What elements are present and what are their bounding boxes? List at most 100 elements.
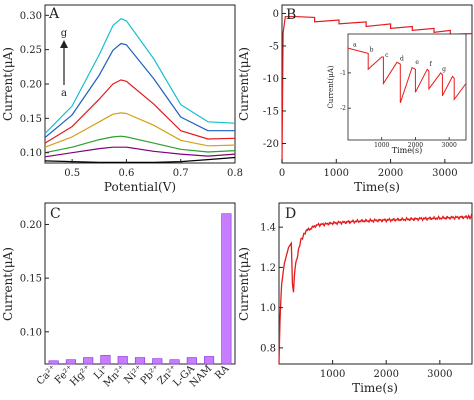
panel-a-xtick-label: 0.6 [118, 168, 134, 179]
panel-c-bar-1 [65, 359, 76, 365]
panel-c-ytick-label: 0.10 [20, 327, 42, 338]
panel-a-xtick-label: 0.8 [227, 168, 243, 179]
panel-a: 0.5 0.6 0.7 0.8 0.10 0.15 0.20 0.25 0.30 A g a P… [1, 4, 243, 194]
panel-c-ytick-label: 0.20 [20, 220, 42, 231]
panel-a-series-4 [44, 79, 236, 144]
panel-d-xlabel: Time(s) [352, 381, 398, 395]
panel-a-arrow-top-label: g [61, 28, 68, 39]
panel-b-ytick-label: -20 [263, 139, 279, 150]
panel-b-inset-plot [347, 47, 467, 104]
panel-b-inset-letter-f: f [429, 61, 432, 68]
panel-b-inset-ytick-label: -1 [340, 70, 346, 77]
panel-b-ticks: 0 1000 2000 3000 0 -5 -10 -15 -20 [263, 9, 458, 179]
panel-d-plot [278, 213, 473, 365]
panel-a-ytick-label: 0.30 [20, 11, 42, 22]
panel-d-ytick-label: 1.2 [260, 263, 276, 274]
panel-c-bar-0 [48, 360, 59, 365]
panel-b-letter: B [286, 7, 296, 23]
panel-b-inset-letter-d: d [400, 56, 404, 63]
panel-b-ytick-label: 0 [273, 9, 279, 20]
panel-a-arrowhead [60, 40, 68, 48]
panel-d-xtick-label: 1000 [320, 369, 345, 380]
panel-a-ytick-label: 0.20 [20, 80, 42, 91]
panel-c-category-label: RA [213, 363, 232, 382]
panel-b: 0 1000 2000 3000 0 -5 -10 -15 -20 B Time(s) Curr… [237, 4, 473, 194]
panel-c-letter: C [50, 206, 61, 222]
panel-b-xtick-label: 0 [279, 168, 285, 179]
panel-d-series [278, 213, 473, 365]
panel-c-bar-4 [117, 356, 128, 365]
panel-c-bar-2 [83, 357, 94, 365]
panel-d-ytick-label: 1.4 [260, 223, 276, 234]
panel-a-frame [44, 4, 236, 164]
panel-b-inset: 1000 2000 3000 -1 -2 a b c d e f g Time(s) Current… [327, 33, 467, 155]
panel-b-inset-ylabel: Current(μA) [327, 65, 335, 108]
panel-b-xlabel: Time(s) [354, 180, 400, 194]
panel-c-bar-3 [100, 355, 111, 365]
panel-d-xtick-label: 2000 [373, 369, 398, 380]
panel-a-xlabel: Potential(V) [104, 180, 176, 194]
panel-d-ylabel: Current(μA) [237, 247, 251, 321]
panel-b-inset-letter-e: e [415, 59, 419, 66]
panel-b-xtick-label: 2000 [378, 168, 403, 179]
panel-a-series-6 [44, 18, 236, 134]
panel-b-inset-series [347, 47, 467, 104]
panel-d-ytick-label: 0.8 [260, 343, 276, 354]
panel-c-bar-6 [152, 358, 163, 365]
panel-a-ytick-label: 0.10 [20, 148, 42, 159]
panel-b-frame [281, 4, 473, 164]
panel-d-letter: D [285, 206, 296, 222]
panel-b-inset-frame [347, 33, 467, 141]
panel-b-series [281, 16, 473, 164]
panel-c-ylabel: Current(μA) [1, 247, 15, 321]
panel-b-inset-letter-b: b [370, 47, 374, 54]
panel-b-inset-ticks: 1000 2000 3000 -1 -2 [340, 70, 457, 149]
panel-b-ytick-label: -10 [263, 74, 279, 85]
panel-b-inset-letter-c: c [385, 52, 389, 59]
panel-c-bar-10 [221, 213, 232, 365]
panel-d: 1000 2000 3000 0.8 1.0 1.2 1.4 D Time(s) Curre… [237, 202, 473, 395]
panel-a-arrow-bottom-label: a [61, 88, 67, 99]
panel-a-series-1 [44, 146, 236, 158]
panel-a-letter: A [48, 6, 60, 22]
panel-b-inset-xlabel: Time(s) [392, 146, 423, 155]
panel-c-bar-9 [204, 356, 215, 365]
panel-d-ticks: 1000 2000 3000 0.8 1.0 1.2 1.4 [260, 223, 452, 380]
panel-a-series-0 [44, 156, 236, 163]
panel-a-series-5 [44, 42, 235, 139]
panel-a-plot [44, 18, 236, 163]
panel-b-inset-xtick-label: 1000 [374, 142, 389, 149]
panel-c-bar-7 [169, 359, 180, 365]
panel-b-xtick-label: 3000 [432, 168, 457, 179]
panel-c-bar-5 [134, 357, 146, 365]
panel-d-xtick-label: 3000 [427, 369, 452, 380]
panel-b-inset-letter-g: g [442, 66, 446, 73]
panel-b-ytick-label: -5 [269, 41, 279, 52]
panel-c-plot [48, 213, 232, 365]
panel-d-ytick-label: 1.0 [260, 303, 276, 314]
panel-b-plot [281, 16, 473, 164]
panel-c-category-label: Hg²⁺ [68, 363, 93, 388]
panel-a-ticks: 0.5 0.6 0.7 0.8 0.10 0.15 0.20 0.25 0.30 [20, 11, 243, 179]
panel-b-inset-letter-a: a [353, 41, 357, 48]
panel-a-series-3 [44, 112, 236, 148]
panel-c-frame [44, 202, 236, 365]
panel-c-bar-8 [186, 357, 197, 365]
panel-b-xtick-label: 1000 [324, 168, 349, 179]
panel-a-ytick-label: 0.25 [20, 45, 42, 56]
panel-a-xtick-label: 0.5 [64, 168, 80, 179]
panel-d-frame [278, 202, 473, 365]
panel-c-ytick-label: 0.15 [20, 274, 42, 285]
panel-b-ylabel: Current(μA) [237, 47, 251, 121]
panel-a-ytick-label: 0.15 [20, 114, 42, 125]
panel-a-xtick-label: 0.7 [173, 168, 189, 179]
panel-a-ylabel: Current(μA) [1, 47, 15, 121]
panel-b-inset-xtick-label: 3000 [442, 142, 457, 149]
panel-a-series-2 [44, 135, 236, 154]
panel-b-inset-xtick-label: 2000 [408, 142, 423, 149]
panel-b-ytick-label: -15 [263, 106, 279, 117]
panel-b-inset-ytick-label: -2 [340, 105, 346, 112]
panel-b-inset-letters: a b c d e f g [353, 41, 446, 73]
